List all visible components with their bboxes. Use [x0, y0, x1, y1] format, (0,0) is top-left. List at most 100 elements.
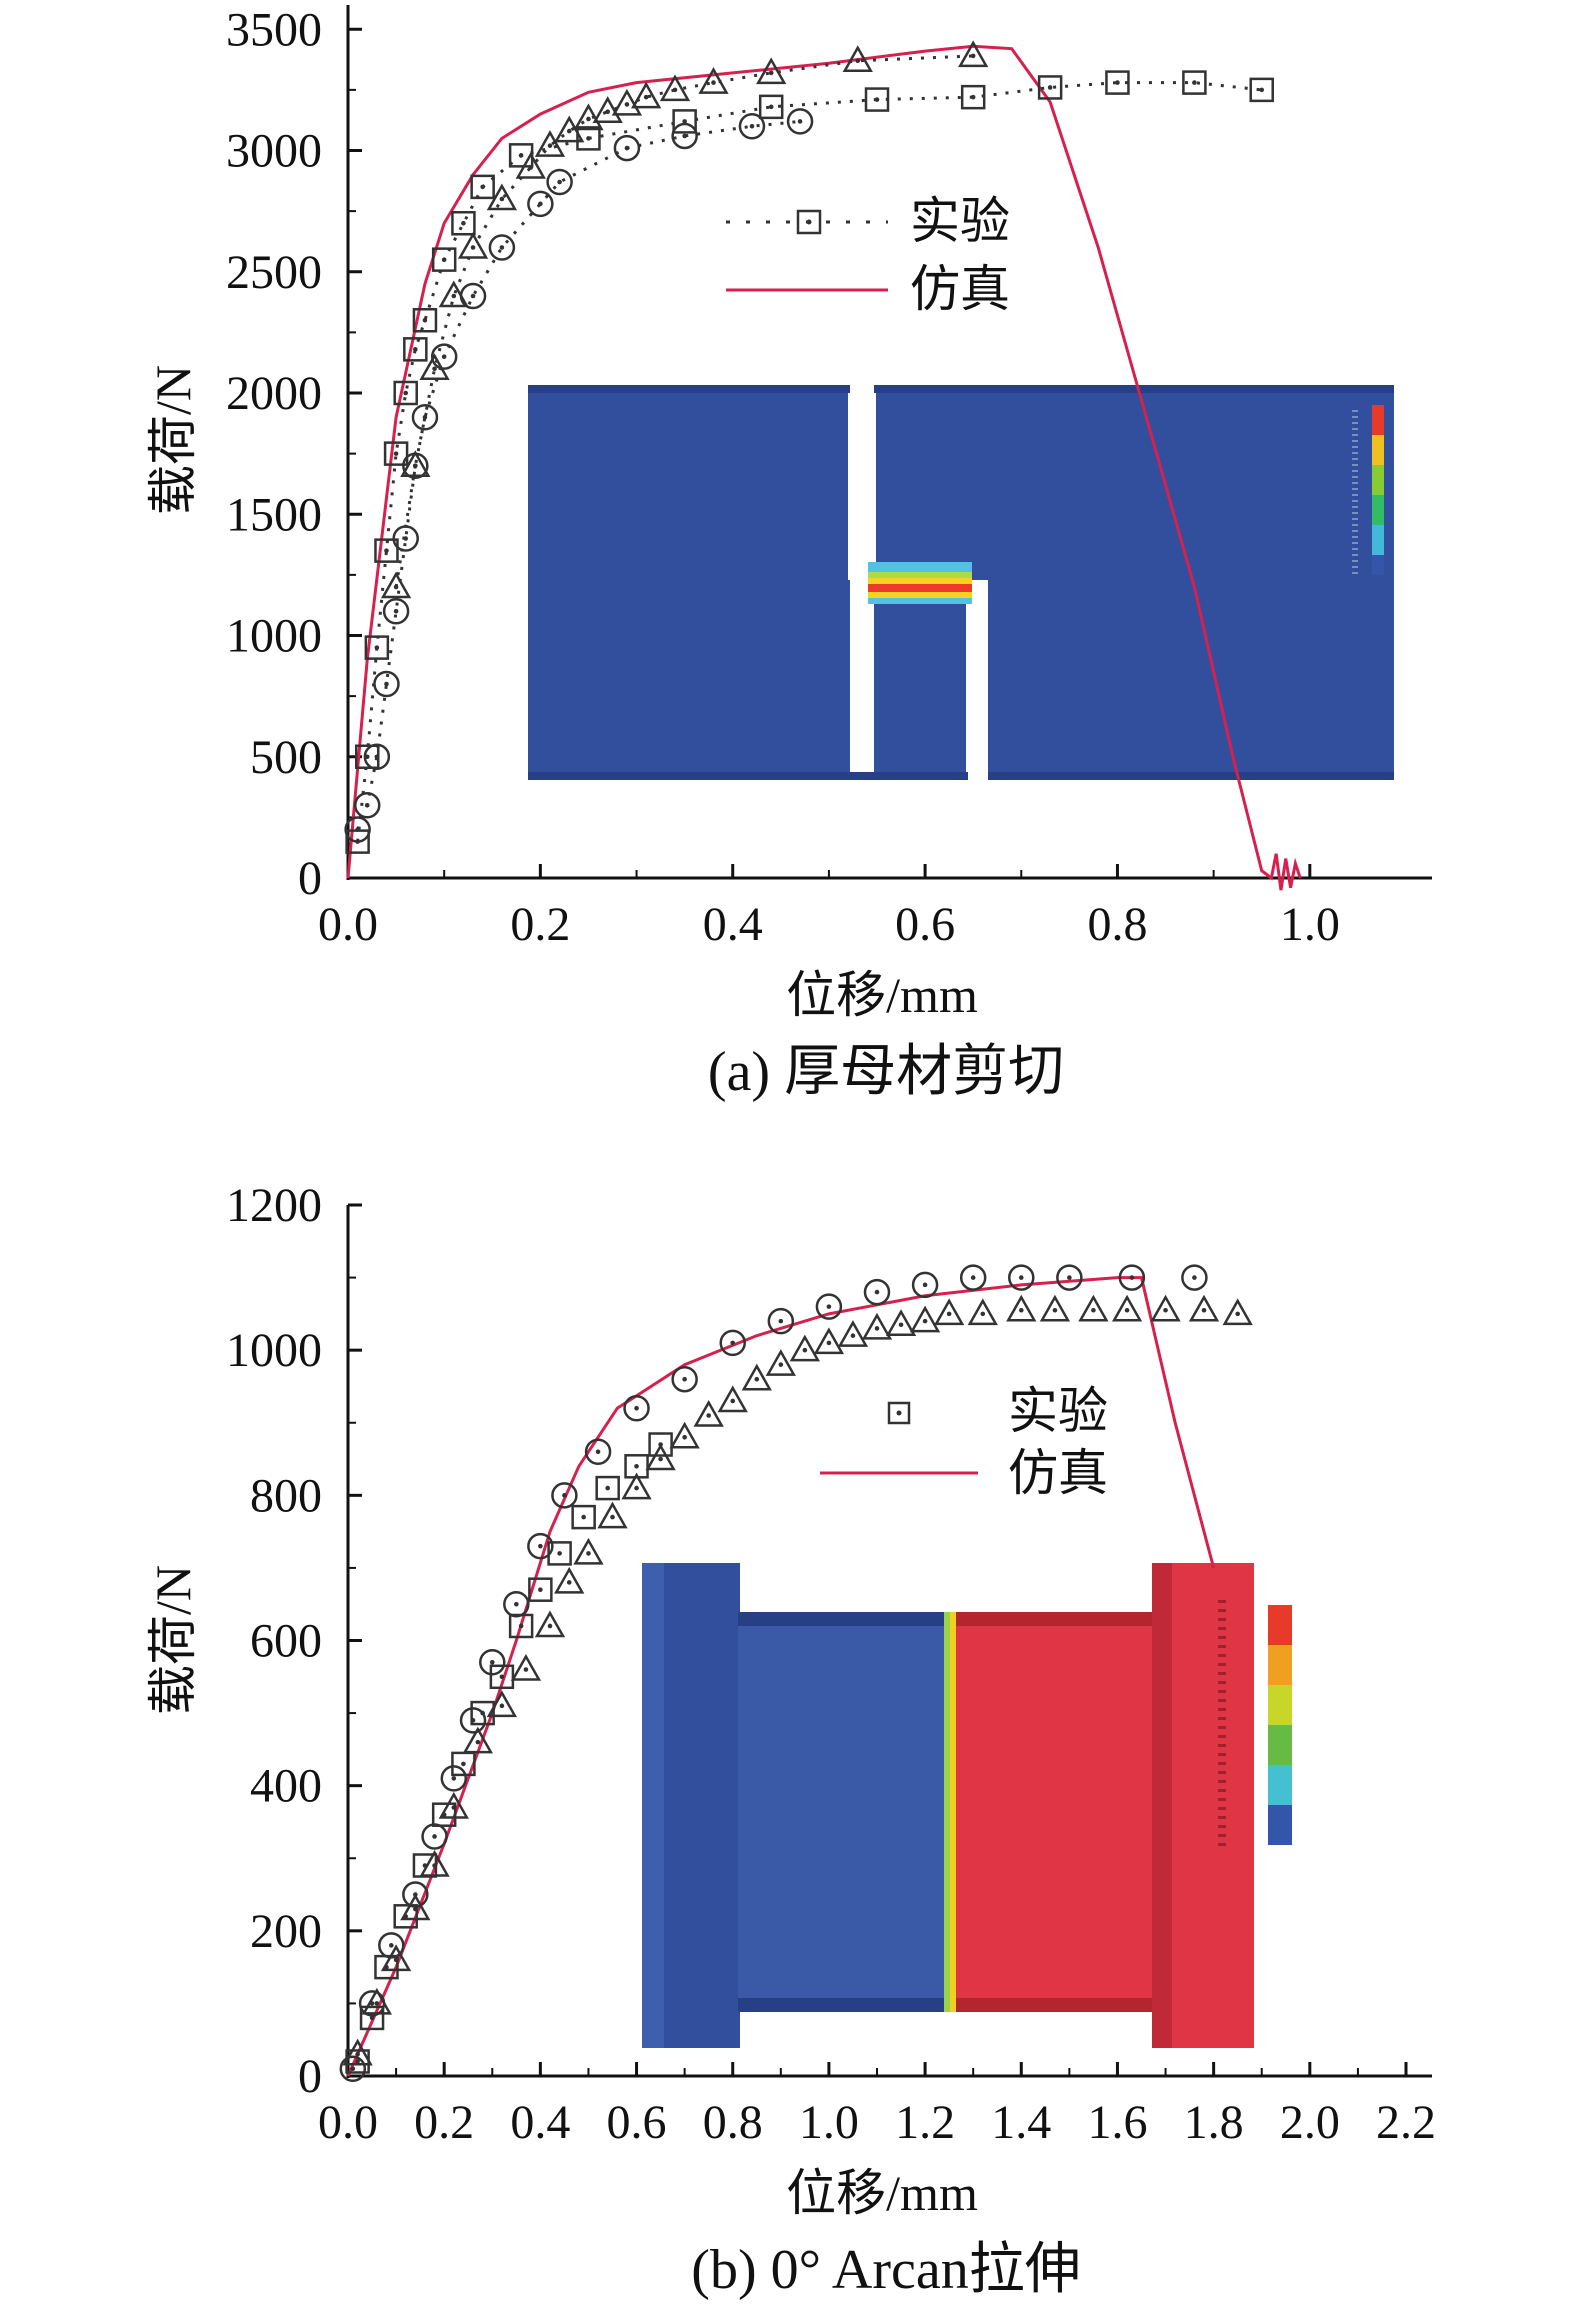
circle-marker: [1008, 1264, 1035, 1291]
y-tick-label: 200: [250, 1905, 322, 1958]
marker-center-dot: [624, 145, 630, 151]
marker-center-dot: [970, 53, 976, 59]
marker-center-dot: [388, 1943, 394, 1948]
panel-a: 0.0 0.2 0.4 0.6 0.8 1.0 0 500 1000 1500 2000 2500 30…: [145, 3, 1432, 1103]
caption-a: (a) 厚母材剪切: [708, 1041, 1064, 1103]
y-tick-label: 1000: [226, 1324, 322, 1377]
legend-a: 实验 仿真: [726, 192, 1010, 318]
marker-center-dot: [441, 257, 447, 262]
marker-center-dot: [768, 70, 774, 76]
triangle-marker: [717, 1385, 748, 1413]
simulation-line: [346, 1276, 1216, 2077]
marker-center-dot: [432, 1863, 437, 1868]
triangle-marker: [842, 45, 873, 73]
triangle-marker: [554, 1566, 585, 1594]
marker-center-dot: [624, 102, 630, 107]
marker-center-dot: [470, 245, 476, 250]
circle-marker: [488, 234, 516, 261]
circle-marker: [767, 1307, 795, 1335]
marker-center-dot: [523, 1667, 529, 1672]
marker-center-dot: [393, 1957, 399, 1963]
square-marker: [528, 1577, 553, 1602]
circle-marker: [430, 343, 458, 370]
x-tick-label: 0.4: [703, 898, 763, 951]
marker-center-dot: [403, 390, 409, 396]
triangle-marker: [342, 2038, 373, 2066]
marker-center-dot: [605, 109, 610, 114]
triangle-marker: [419, 1849, 450, 1877]
square-marker: [1182, 70, 1207, 95]
circle-marker: [623, 1394, 650, 1422]
ticks-b: 0.0 0.2 0.4 0.6 0.8 1.0 1.2 1.4 1.6 1.8 2.0 2.2 0 200…: [226, 1179, 1436, 2149]
triangle-marker: [659, 74, 691, 102]
triangle-marker: [611, 88, 643, 116]
triangle-marker: [789, 1334, 821, 1362]
marker-center-dot: [970, 94, 976, 100]
marker-center-dot: [538, 201, 543, 207]
inset-shear-contour: [528, 385, 1394, 780]
marker-center-dot: [826, 1304, 832, 1309]
marker-center-dot: [393, 608, 399, 614]
circle-marker: [959, 1264, 987, 1291]
triangle-marker: [1222, 1298, 1253, 1326]
series-b: [339, 1264, 1253, 2082]
square-marker: [412, 308, 438, 333]
circle-marker: [527, 190, 554, 218]
square-marker: [576, 126, 601, 151]
legend-b-experiment-label: 实验: [1008, 1382, 1108, 1440]
marker-center-dot: [374, 645, 380, 650]
x-tick-label: 0.8: [1087, 898, 1147, 951]
marker-center-dot: [605, 1485, 610, 1491]
triangle-marker: [380, 571, 412, 599]
triangle-marker: [933, 1298, 965, 1326]
marker-center-dot: [778, 1362, 784, 1367]
square-marker: [470, 174, 495, 200]
marker-center-dot: [364, 802, 370, 808]
circle-marker: [584, 1438, 612, 1466]
marker-center-dot: [711, 80, 716, 85]
triangle-marker: [380, 1944, 412, 1972]
circle-marker: [671, 122, 698, 150]
square-marker: [595, 1475, 620, 1501]
square-marker: [393, 380, 418, 406]
circle-marker: [411, 404, 439, 431]
y-tick-label: 800: [250, 1469, 322, 1522]
marker-center-dot: [682, 133, 687, 139]
marker-center-dot: [1091, 1307, 1096, 1313]
triangle-marker: [813, 1327, 845, 1355]
y-tick-label: 1000: [226, 610, 322, 663]
triangle-marker: [909, 1305, 941, 1333]
triangle-marker: [419, 353, 450, 380]
circle-marker: [421, 1823, 448, 1850]
triangle-marker: [592, 96, 623, 123]
square-marker: [1037, 75, 1063, 100]
marker-center-dot: [634, 1464, 639, 1469]
marker-center-dot: [1124, 1307, 1130, 1313]
triangle-marker: [400, 1893, 431, 1921]
triangle-marker: [861, 1312, 893, 1340]
triangle-marker: [1039, 1294, 1071, 1322]
marker-center-dot: [874, 97, 880, 102]
marker-center-dot: [682, 119, 687, 124]
marker-center-dot: [355, 2051, 360, 2057]
y-axis-label-a: 载荷/N: [145, 365, 201, 515]
circle-marker: [551, 1482, 578, 1509]
circle-marker: [738, 113, 766, 140]
triangle-marker: [1111, 1294, 1143, 1322]
circle-marker: [613, 134, 641, 162]
marker-center-dot: [1047, 85, 1053, 90]
square-marker: [431, 247, 457, 272]
triangle-marker: [515, 151, 546, 179]
y-tick-label: 3500: [226, 3, 322, 56]
triangle-marker: [597, 1501, 628, 1529]
x-tick-label: 0.6: [895, 898, 955, 951]
marker-center-dot: [802, 1347, 808, 1353]
marker-center-dot: [768, 104, 774, 110]
marker-center-dot: [706, 1413, 711, 1418]
inset-tension-contour: [642, 1563, 1292, 2048]
marker-center-dot: [461, 1761, 466, 1767]
triangle-marker: [1150, 1294, 1181, 1322]
marker-center-dot: [518, 153, 524, 158]
square-marker: [451, 211, 476, 236]
marker-center-dot: [566, 128, 572, 134]
